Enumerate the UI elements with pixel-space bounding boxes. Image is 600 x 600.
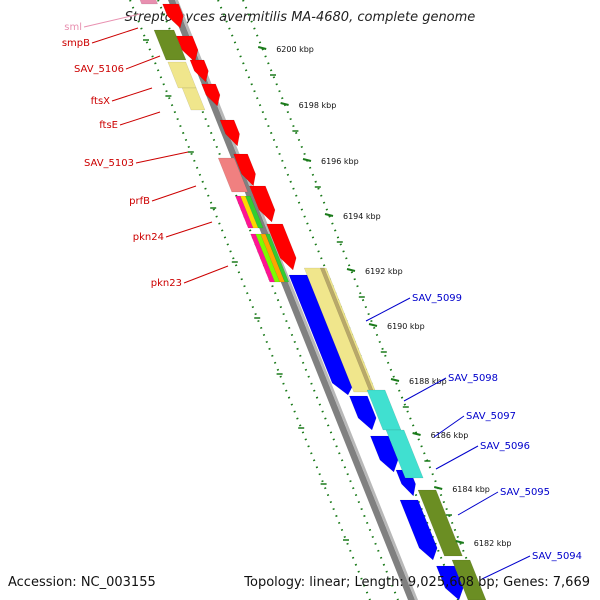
leader-line [365, 297, 411, 322]
leader-line [125, 55, 161, 70]
tick-label: 6186 kbp [431, 431, 469, 440]
left-label-ftsx: ftsX [91, 96, 110, 107]
backbone [168, 0, 418, 600]
tick-label: 6200 kbp [276, 45, 314, 54]
feature-10 [233, 153, 256, 187]
tick-label: 6182 kbp [474, 539, 512, 548]
tick-mark [280, 102, 289, 106]
leader-line [165, 221, 213, 238]
backbone-line [168, 0, 415, 600]
right-label-sav_5096: SAV_5096 [480, 441, 530, 452]
tick-label: 6188 kbp [409, 377, 447, 386]
backbone-shade [175, 0, 418, 600]
right-label-sav_5095: SAV_5095 [500, 487, 550, 498]
right-label-sav_5098: SAV_5098 [448, 373, 498, 384]
left-label-prfb: prfB [129, 196, 150, 207]
leader-line [435, 445, 479, 470]
feature-27 [385, 429, 424, 479]
left-label-sav_5106: SAV_5106 [74, 64, 124, 75]
feature-2 [162, 3, 184, 29]
feature-29 [399, 499, 438, 561]
left-label-smpb: smpB [62, 38, 90, 49]
tick-label: 6190 kbp [387, 322, 425, 331]
tick-label: 6196 kbp [321, 157, 359, 166]
tick-mark [433, 486, 443, 490]
scale-ticks: 6200 kbp 6198 kbp 6196 kbp 6194 kbp 6192 kbp… [143, 39, 512, 548]
tick-mark [390, 378, 400, 382]
feature-28 [417, 489, 463, 557]
feature-6 [189, 59, 209, 83]
tick-mark [368, 323, 378, 327]
features [139, 0, 487, 600]
tick-mark [455, 540, 465, 544]
tick-mark [324, 213, 334, 217]
leader-line [135, 151, 189, 164]
right-label-sav_5094: SAV_5094 [532, 551, 582, 562]
leader-line [111, 87, 153, 102]
leader-line [151, 185, 197, 202]
feature-3 [176, 35, 199, 63]
leader-line [481, 555, 531, 580]
feature-25 [370, 435, 399, 473]
tick-label: 6192 kbp [365, 267, 403, 276]
left-label-sml: sml [64, 22, 82, 33]
map-title: Streptomyces avermitilis MA-4680, comple… [124, 10, 476, 25]
feature-31 [451, 559, 487, 600]
feature-9 [217, 157, 249, 193]
guide-left-inner [157, 0, 399, 600]
feature-1 [153, 29, 187, 61]
tick-label: 6194 kbp [343, 212, 381, 221]
leader-line [83, 13, 141, 28]
feature-labels: sml smpB SAV_5106 ftsX ftsE SAV_5103 prfB pkn24… [62, 13, 582, 580]
left-label-pkn23: pkn23 [151, 278, 182, 289]
right-label-sav_5097: SAV_5097 [466, 411, 516, 422]
tick-mark [346, 268, 356, 272]
right-label-sav_5099: SAV_5099 [412, 293, 462, 304]
feature-11 [249, 185, 276, 223]
tick-mark [302, 158, 312, 162]
leader-line [457, 491, 499, 516]
tick-label: 6198 kbp [299, 101, 337, 110]
leader-line [119, 111, 161, 126]
guide-right-outer [242, 0, 484, 600]
feature-30 [436, 565, 464, 600]
left-label-sav_5103: SAV_5103 [84, 158, 134, 169]
genome-summary-text: Topology: linear; Length: 9,025,608 bp; … [244, 575, 590, 590]
feature-8 [219, 119, 240, 147]
feature-23 [349, 395, 377, 431]
accession-text: Accession: NC_003155 [8, 575, 156, 590]
tick-label: 6184 kbp [452, 485, 490, 494]
feature-4 [167, 61, 197, 89]
leader-line [403, 377, 447, 402]
left-label-ftse: ftsE [99, 120, 118, 131]
guide-left-outer [129, 0, 371, 600]
feature-15 [245, 195, 264, 229]
feature-7 [201, 83, 221, 107]
feature-0 [139, 0, 158, 5]
leader-line [433, 415, 465, 438]
tick-mark [257, 46, 267, 50]
tick-mark [412, 432, 421, 436]
feature-5 [181, 87, 206, 111]
leader-line [91, 27, 139, 44]
feature-19 [265, 233, 290, 283]
left-label-pkn24: pkn24 [133, 232, 164, 243]
leader-line [183, 265, 229, 284]
feature-12 [266, 223, 297, 271]
